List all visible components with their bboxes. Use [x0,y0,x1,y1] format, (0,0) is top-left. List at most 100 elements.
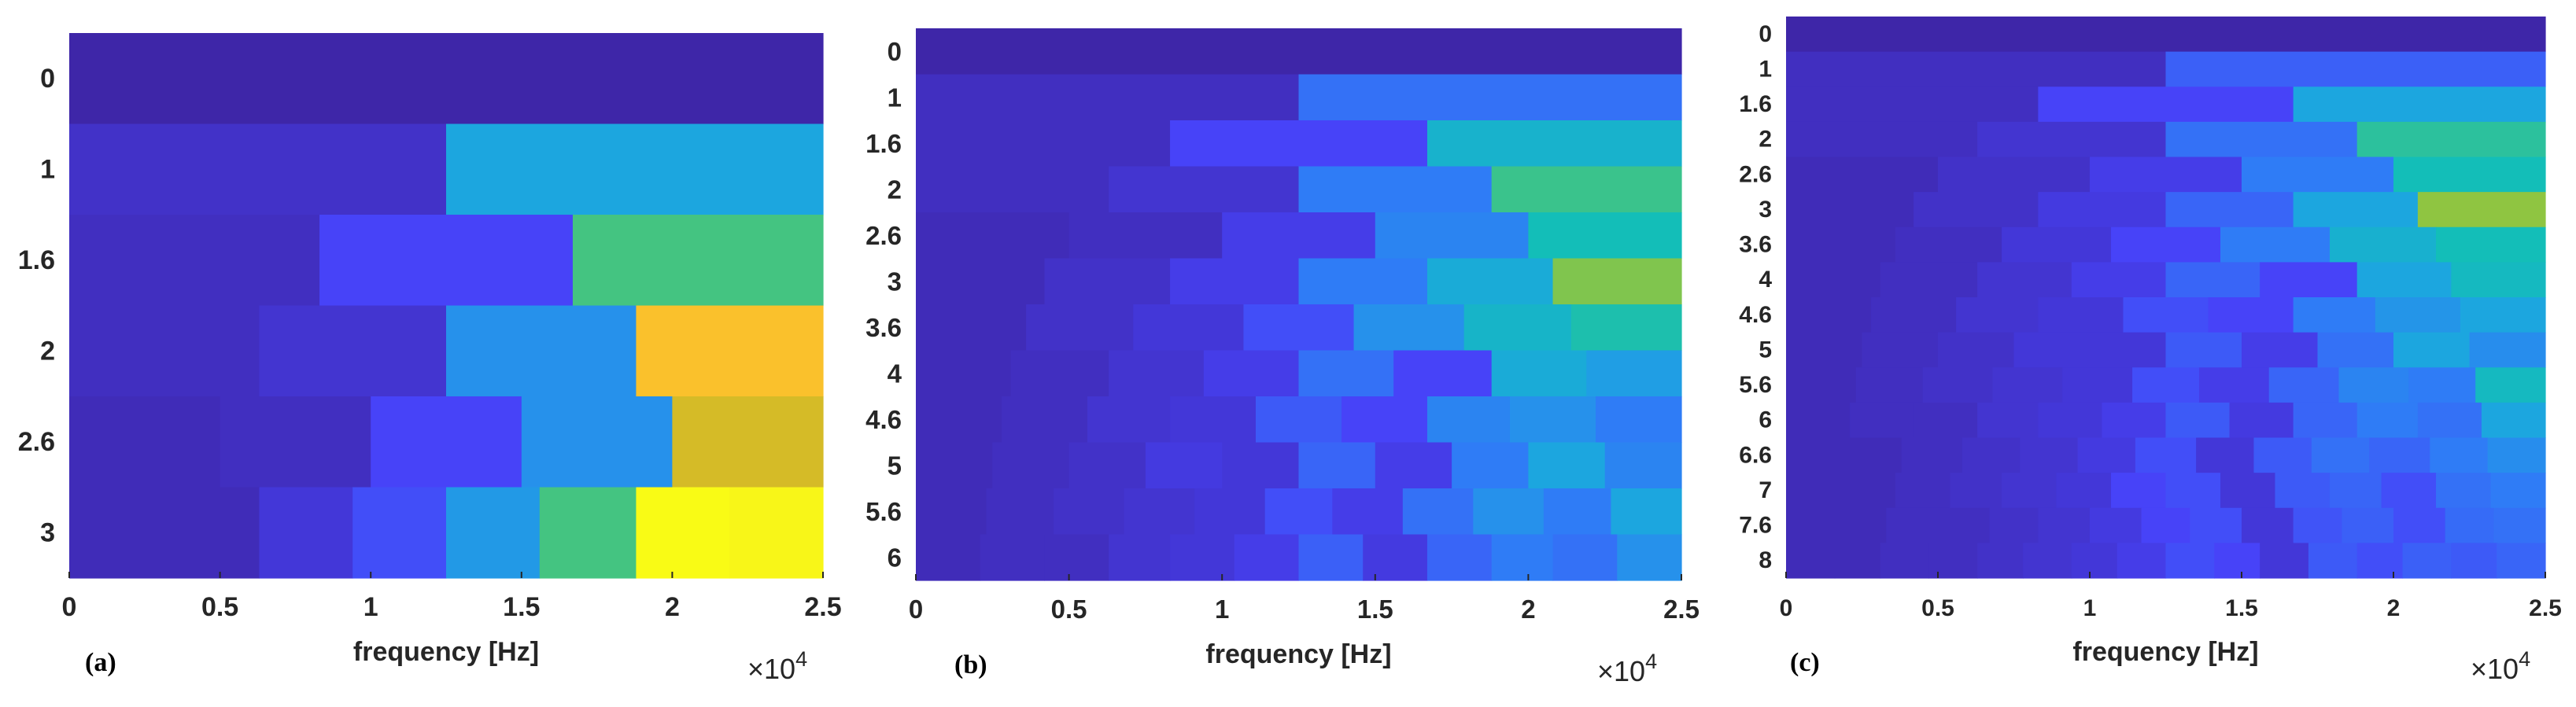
heatmap-cell [916,28,1682,75]
heatmap-cell [2475,367,2546,403]
heatmap-cell [1298,442,1376,489]
x-tick-label: 0.5 [1051,595,1087,624]
heatmap-cell [2493,507,2546,543]
heatmap-cell [2111,226,2221,263]
heatmap-cell [1786,17,2546,53]
heatmap-cell [1895,473,1951,509]
heatmap-cell [1124,488,1195,536]
x-tick-label: 0 [1780,595,1793,621]
heatmap-cell [1145,442,1223,489]
heatmap-cell [69,305,260,397]
heatmap-cell [1426,534,1493,581]
heatmap-cell [916,304,1027,352]
heatmap-cell [916,396,1002,444]
heatmap-cell [1170,120,1428,168]
heatmap-cell [1786,473,1842,509]
y-tick-label: 1.6 [18,245,55,275]
y-tick-label: 5 [888,451,902,480]
heatmap-cell [1194,488,1266,536]
y-tick-label: 6.6 [1739,442,1772,468]
heatmap-cell [572,215,824,307]
x-multiplier-base: ×10 [747,653,795,685]
heatmap-cell [371,396,522,488]
x-tick-label: 1 [1215,595,1229,624]
y-tick-label: 5 [1759,337,1772,363]
heatmap-cell [1992,367,2063,403]
heatmap-cell [729,487,824,579]
heatmap-cell [1298,534,1364,581]
heatmap-cell [2102,402,2167,439]
x-tick-label: 2 [665,592,680,622]
heatmap-cell [2135,437,2197,473]
heatmap-cell [2062,367,2133,403]
y-tick-label: 0 [40,64,55,94]
heatmap-cell [2268,367,2340,403]
y-tick-label: 7.6 [1739,513,1772,539]
heatmap-cell [2293,192,2419,228]
panel-label: (a) [85,648,116,677]
heatmap-cell [1054,488,1125,536]
heatmap-cell [1234,534,1300,581]
heatmap-cell [636,305,824,397]
heatmap-cell [2002,226,2112,263]
heatmap-cell [2260,543,2309,579]
heatmap-cell [672,396,824,488]
y-tick-label: 6 [888,543,902,572]
heatmap-panel-c: 011.622.633.644.655.666.677.680 0.5 1 1.5 2 2… [1739,17,2562,685]
heatmap-cell [2023,543,2072,579]
heatmap-cell [1786,262,1881,298]
heatmap-cell [1044,258,1171,305]
heatmap-cell [1044,534,1109,581]
heatmap-cell [2338,367,2409,403]
x-tick-label: 1.5 [1357,595,1393,624]
y-tick-label: 2 [888,175,902,204]
x-axis-multiplier: ×104 [2471,647,2530,685]
heatmap-cell [2038,297,2124,333]
heatmap-cell [916,488,987,536]
heatmap-cell [2117,543,2167,579]
y-tick-label: 4.6 [1739,302,1772,328]
heatmap-cell [1243,304,1355,352]
y-tick-label: 1 [888,83,902,112]
heatmap-cell [1463,304,1572,352]
x-tick-label: 0 [909,595,923,624]
x-axis-label: frequency [Hz] [353,637,539,667]
heatmap-cell [1586,350,1682,397]
heatmap-cell [2451,262,2546,298]
heatmap-cell [1786,543,1836,579]
heatmap-cell [1010,350,1109,397]
heatmap-cell [1426,396,1511,444]
heatmap-cell [2038,402,2103,439]
heatmap-cell [2393,332,2471,368]
heatmap-cell [2356,121,2546,158]
heatmap-cell [2393,507,2446,543]
heatmap-cell [2430,437,2489,473]
heatmap-cell [1850,402,1914,439]
heatmap-cell [2317,332,2394,368]
heatmap-cell [1426,258,1554,305]
heatmap-cell [69,215,320,307]
heatmap-cell [1901,437,1963,473]
heatmap-cell [1222,442,1300,489]
y-tick-label: 4 [1759,267,1772,293]
heatmap-cell [2165,51,2546,87]
heatmap-cell [1528,212,1682,260]
heatmap-cell [1068,212,1223,260]
heatmap-cell [2123,297,2209,333]
heatmap-cell [2071,262,2167,298]
heatmap-cell [2165,543,2215,579]
heatmap-cell [1552,534,1618,581]
heatmap-cell [2132,367,2200,403]
heatmap-cell [446,305,637,397]
heatmap-cell [1426,120,1682,168]
heatmap-cell [2260,262,2358,298]
heatmap-cell [2038,87,2294,123]
panel-label: (b) [954,650,987,679]
heatmap-cell [1786,51,2167,87]
heatmap-cell [1491,534,1554,581]
x-axis-label: frequency [Hz] [2072,637,2258,667]
heatmap-cell [1543,488,1612,536]
x-multiplier-base: ×10 [1597,655,1645,687]
heatmap-cell [1087,396,1171,444]
